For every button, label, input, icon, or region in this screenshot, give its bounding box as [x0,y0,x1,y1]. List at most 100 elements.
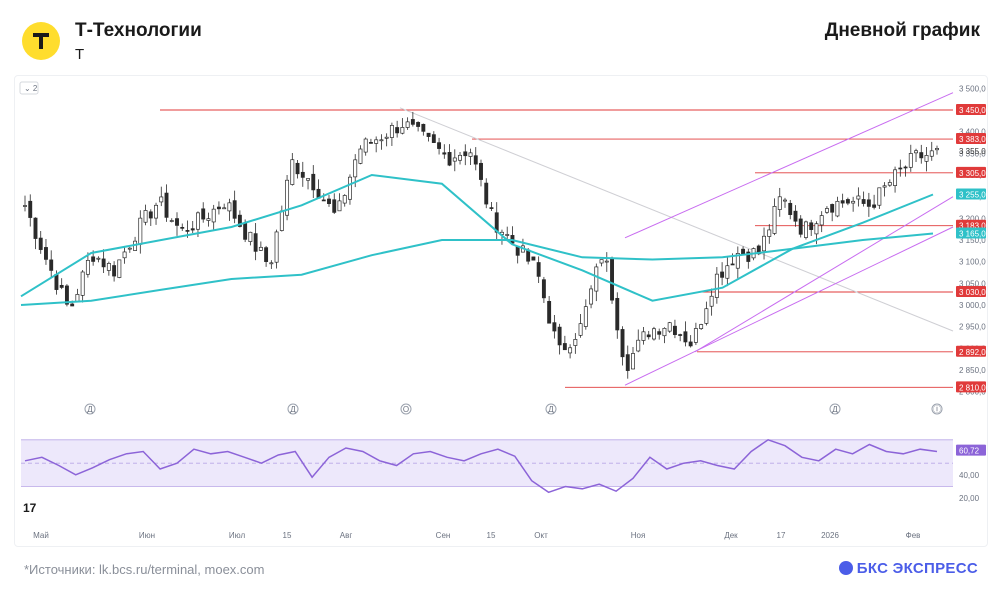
tv-logo-icon: 17 [23,501,37,515]
candle-down [463,151,468,157]
candle-up [568,347,573,354]
candle-down [232,200,237,219]
candle-down [798,218,803,235]
event-marker-icon[interactable] [829,403,841,415]
candle-down [368,142,373,144]
candle-up [583,306,588,327]
sources-note: *Источники: lk.bcs.ru/terminal, moex.com [24,562,265,577]
candle-up [122,251,127,259]
candle-down [840,200,845,204]
company-name: Т-Технологии [75,20,202,41]
event-marker-label: Д [290,405,296,414]
t-letter-icon [33,33,49,49]
event-marker-icon[interactable] [400,403,412,415]
candle-down [216,206,221,210]
candle-down [788,202,793,215]
candle-up [127,247,132,250]
candle-up [258,246,263,251]
moving-average-short [20,173,934,302]
rsi-line [24,438,938,494]
candle-down [845,199,850,204]
price-tag-label: 3 030,0 [959,288,986,297]
candle-down [657,331,662,335]
candle-down [185,230,190,232]
event-marker-icon[interactable] [84,403,96,415]
candle-down [678,334,683,336]
price-tag-label: 3 305,0 [959,169,986,178]
candle-down [809,222,814,230]
price-tag [956,286,986,297]
candle-up [573,339,578,346]
y-tick-label: 3 400,0 [959,128,986,137]
candle-down [562,343,567,351]
candle-down [237,214,242,227]
candle-up [578,323,583,336]
candle-up [762,235,766,252]
y-tick-label: 3 100,0 [959,258,986,267]
price-tag [956,227,986,239]
x-tick-label: 15 [487,531,496,540]
y-tick-label: 3 150,0 [959,236,986,245]
channel-mid-line [694,196,954,353]
price-tag-label: 2 810,0 [959,383,986,392]
price-tag-label: 3 165,0 [959,230,986,239]
candle-up [85,260,90,275]
candle-down [164,192,169,218]
candle-up [458,154,462,161]
candle-down [112,265,117,277]
candle-down [321,199,326,202]
candle-up [374,139,379,144]
candle-down [473,155,478,165]
candle-up [714,273,719,298]
candle-up [452,157,457,162]
candle-down [720,271,725,278]
candle-down [33,217,38,239]
candle-up [804,221,808,238]
event-marker-icon[interactable] [287,403,299,415]
y-tick-label: 3 350,0 [959,149,986,158]
candle-up [306,178,310,181]
candle-up [342,195,347,204]
candle-up [777,196,782,210]
candle-up [814,223,819,235]
candle-up [279,210,284,231]
event-marker-icon[interactable] [545,403,557,415]
x-tick-label: Авг [340,531,353,540]
candle-up [169,220,174,222]
candle-up [882,185,887,188]
candle-up [405,121,410,128]
indicator-toggle-button[interactable] [19,81,39,95]
candle-down [683,331,688,343]
candle-up [358,148,363,164]
brand-mark-icon [838,561,853,575]
candle-up [211,208,216,223]
candle-up [819,215,824,226]
y-tick-label: 3 000,0 [959,301,986,310]
event-marker-icon[interactable] [931,403,943,415]
candle-up [337,200,342,212]
candle-up [594,266,599,292]
candle-up [693,328,698,343]
candle-up [138,217,143,245]
rsi-y-tick-label: 40,00 [959,471,980,480]
candle-up [709,295,714,307]
price-tag [956,381,986,393]
candle-up [893,169,898,186]
candle-down [615,298,620,331]
candle-down [44,247,48,260]
candle-up [285,179,290,216]
candle-up [877,187,882,206]
price-chart[interactable]: 3 500,03 450,03 400,03 350,03 300,03 250… [15,76,987,546]
candle-down [903,166,908,169]
candle-up [589,288,594,305]
candle-down [54,273,59,290]
candle-down [180,226,185,229]
price-tag [956,104,986,115]
candle-up [196,212,200,230]
rsi-y-tick-label: 20,00 [959,494,980,503]
y-tick-label: 3 500,0 [959,84,986,93]
chart-panel[interactable]: 3 500,03 450,03 400,03 350,03 300,03 250… [14,75,988,547]
event-marker-label: Д [87,405,93,414]
candle-down [101,258,106,268]
candle-down [175,218,179,226]
